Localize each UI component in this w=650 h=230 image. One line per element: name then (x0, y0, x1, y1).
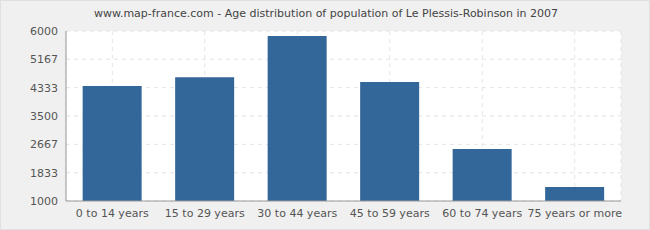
html-text:www.map-france.com - Age distr: www.map-france.com - Age distribution of… (93, 7, 559, 20)
svg-text:0 to 14 years: 0 to 14 years (76, 207, 149, 220)
svg-text:60 to 74 years: 60 to 74 years (442, 207, 522, 220)
svg-text:1000: 1000 (30, 195, 58, 208)
svg-text:75 years or more: 75 years or more (527, 207, 622, 220)
svg-text:30 to 44 years: 30 to 44 years (257, 207, 337, 220)
svg-text:45 to 59 years: 45 to 59 years (350, 207, 430, 220)
svg-text:6000: 6000 (30, 25, 58, 38)
svg-text:1833: 1833 (30, 167, 58, 180)
svg-text:4333: 4333 (30, 82, 58, 95)
svg-text:5167: 5167 (30, 53, 58, 66)
svg-text:15 to 29 years: 15 to 29 years (165, 207, 245, 220)
svg-text:2667: 2667 (30, 138, 58, 151)
svg-text:3500: 3500 (30, 110, 58, 123)
